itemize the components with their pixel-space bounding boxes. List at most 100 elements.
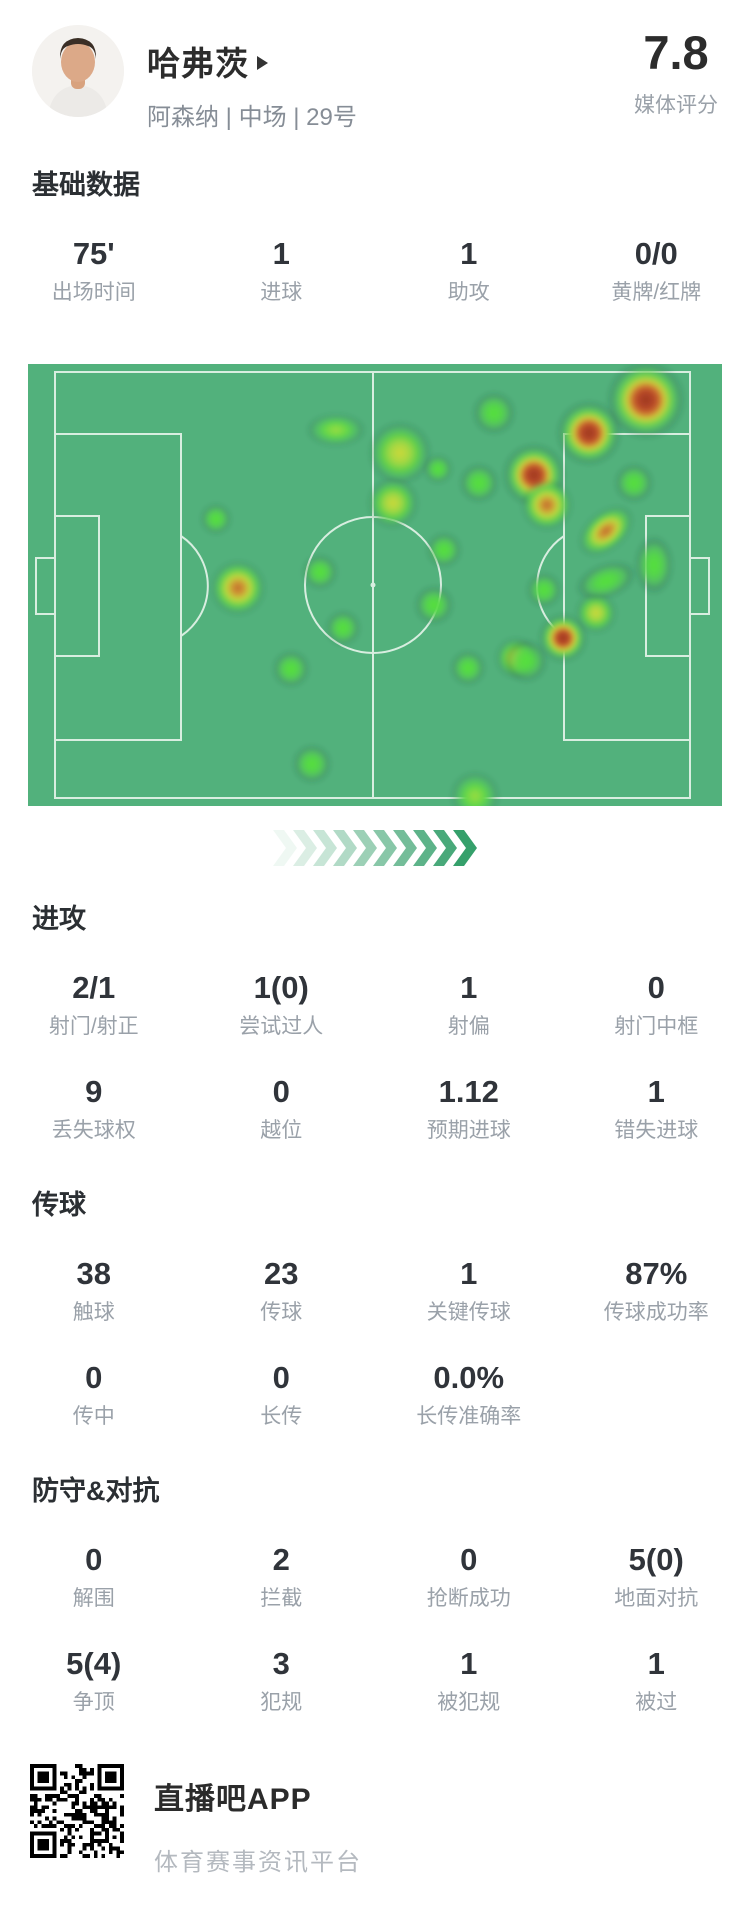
stat-label: 错失进球 [563,1117,750,1144]
stat-label: 尝试过人 [188,1013,376,1040]
stat-label: 助攻 [375,279,563,306]
stat-label: 被犯规 [375,1689,563,1716]
app-info: 直播吧APP 体育赛事资讯平台 [154,1764,362,1877]
stat-cell: 1 被过 [563,1646,750,1716]
player-photo [32,25,124,117]
heat-blob [367,477,419,529]
stat-cell: 1 助攻 [375,236,563,306]
stat-cell: 87% 传球成功率 [563,1256,750,1326]
stat-label: 丢失球权 [0,1117,188,1144]
heatmap-pitch [28,364,722,806]
stat-cell: 9 丢失球权 [0,1074,188,1144]
app-desc: 体育赛事资讯平台 [154,1842,362,1877]
stat-label: 长传准确率 [375,1403,563,1430]
stat-value: 0 [0,1542,188,1578]
stat-cell: 1 关键传球 [375,1256,563,1326]
stat-value: 1 [375,1256,563,1292]
player-name: 哈弗茨 [147,37,249,85]
section-title-basic: 基础数据 [0,168,750,202]
section-title-defense: 防守&对抗 [0,1474,750,1508]
heat-blob [210,560,266,616]
stat-label: 出场时间 [0,279,188,306]
stat-value: 0/0 [563,236,750,272]
chevron-icon [273,830,297,866]
stat-cell: 1(0)尝试过人 [188,970,376,1040]
stat-value: 87% [563,1256,750,1292]
stat-value: 75' [0,236,188,272]
stat-value: 2 [188,1542,376,1578]
heat-blob [292,744,332,784]
stat-value: 0 [563,970,750,1006]
stat-value: 0 [375,1542,563,1578]
player-info: 哈弗茨 阿森纳 | 中场 | 29号 [147,25,357,132]
stat-value: 1 [375,236,563,272]
player-header: 哈弗茨 阿森纳 | 中场 | 29号 7.8 媒体评分 [0,0,750,132]
chevrons-divider-icon [0,830,750,866]
heat-blob [302,554,338,590]
stat-label: 争顶 [0,1689,188,1716]
detail-arrow-icon[interactable] [257,56,268,70]
player-meta: 阿森纳 | 中场 | 29号 [147,97,357,132]
stat-label: 关键传球 [375,1299,563,1326]
stat-cell: 1 错失进球 [563,1074,750,1144]
heat-blob [426,532,462,568]
stat-cell: 2 拦截 [188,1542,376,1612]
stat-value: 1 [563,1646,750,1682]
stat-label: 抢断成功 [375,1585,563,1612]
stat-label: 射偏 [375,1013,563,1040]
heat-blob [325,610,361,646]
stat-cell: 75' 出场时间 [0,236,188,306]
stat-label: 黄牌/红牌 [563,279,750,306]
rating-label: 媒体评分 [634,89,718,119]
rating-value: 7.8 [634,27,718,79]
heat-blob [504,639,548,683]
stat-value: 38 [0,1256,188,1292]
heat-blob [414,585,454,625]
heat-blob [526,572,562,608]
stat-label: 传球成功率 [563,1299,750,1326]
stat-value: 3 [188,1646,376,1682]
stat-label: 被过 [563,1689,750,1716]
stat-cell: 0 抢断成功 [375,1542,563,1612]
stat-value: 1 [188,236,376,272]
stat-cell: 1 被犯规 [375,1646,563,1716]
stat-value: 0.0% [375,1360,563,1396]
app-footer: 直播吧APP 体育赛事资讯平台 [0,1764,750,1877]
heat-blob [306,413,366,447]
stat-label: 长传 [188,1403,376,1430]
stat-cell [563,1360,750,1430]
stat-value: 5(0) [563,1542,750,1578]
heat-blob [556,400,622,466]
qr-code [30,1764,124,1858]
stat-label: 射门/射正 [0,1013,188,1040]
stat-value: 9 [0,1074,188,1110]
stat-value: 1 [563,1074,750,1110]
heat-blob [272,650,310,688]
stat-cell: 0/0 黄牌/红牌 [563,236,750,306]
heat-blob [472,391,516,435]
heat-blob [450,650,486,686]
section-title-passing: 传球 [0,1188,750,1222]
stat-value: 0 [188,1074,376,1110]
stat-label: 预期进球 [375,1117,563,1144]
stat-label: 拦截 [188,1585,376,1612]
heat-blob [368,421,432,485]
stat-value: 1 [375,1646,563,1682]
